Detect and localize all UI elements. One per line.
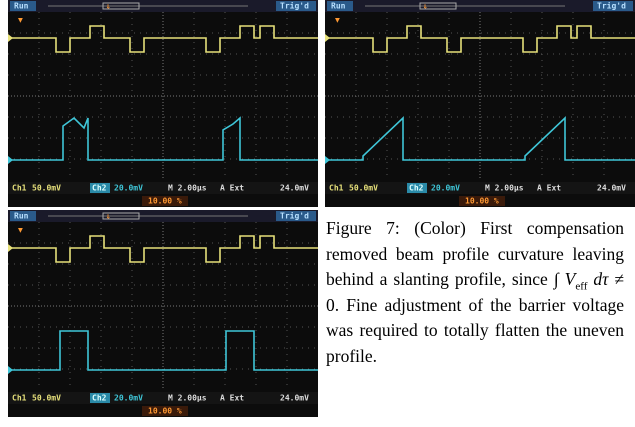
screen-background (325, 0, 635, 207)
ch1-label: Ch1 (12, 184, 27, 193)
status: Run (14, 2, 29, 11)
caption-math: ∫ (554, 269, 559, 289)
oscilloscope-capture: Run ⇓ Trig'd ▼ Ch1 50.0mV Ch2 20.0mV M 2.00µs A E… (8, 210, 318, 417)
ch2-scale: 20.0mV (114, 184, 143, 193)
caption-math: dτ (593, 269, 608, 289)
trigger-marker: ⇓ (106, 212, 111, 221)
timebase: M 2.00µs (168, 394, 207, 403)
page: Run ⇓ Trig'd ▼ Ch1 50.0mV Ch2 20.0mV M 2.00µs A E… (0, 0, 635, 427)
ch1-scale: 50.0mV (32, 184, 61, 193)
oscilloscope-capture: Run ⇓ Trig'd ▼ Ch1 50.0mV Ch2 20.0mV M 2.00µs A E… (8, 0, 318, 207)
ground-marker: ▼ (335, 16, 340, 25)
trigger-level: 24.0mV (280, 184, 309, 193)
ch2-label: Ch2 (92, 184, 107, 193)
ch1-label: Ch1 (12, 394, 27, 403)
screen-background (8, 210, 318, 417)
timebase: M 2.00µs (168, 184, 207, 193)
oscilloscope-capture: Run ⇓ Trig'd ▼ Ch1 50.0mV Ch2 20.0mV M 2.00µs A E… (325, 0, 635, 207)
trigger-state: Trig'd (597, 1, 626, 11)
trigger-source: A Ext (220, 184, 244, 193)
timebase: M 2.00µs (485, 184, 524, 193)
trigger-source: A Ext (220, 394, 244, 403)
ground-marker: ▼ (18, 226, 23, 235)
position: 10.00 % (148, 407, 182, 416)
status: Run (14, 212, 29, 221)
ch2-scale: 20.0mV (114, 394, 143, 403)
caption-text: Fine adjustment of the barrier voltage w… (326, 295, 624, 366)
status: Run (331, 2, 346, 11)
figure-caption: Figure 7: (Color) First compensation rem… (326, 216, 624, 369)
ch1-label: Ch1 (329, 184, 344, 193)
ground-marker: ▼ (18, 16, 23, 25)
ch2-label: Ch2 (92, 394, 107, 403)
position: 10.00 % (465, 197, 499, 206)
ch1-scale: 50.0mV (32, 394, 61, 403)
trigger-level: 24.0mV (280, 394, 309, 403)
ch2-scale: 20.0mV (431, 184, 460, 193)
ch1-scale: 50.0mV (349, 184, 378, 193)
caption-label: Figure 7: (326, 218, 400, 238)
trigger-source: A Ext (537, 184, 561, 193)
caption-math: eff (575, 281, 587, 293)
trigger-level: 24.0mV (597, 184, 626, 193)
trigger-marker: ⇓ (106, 2, 111, 11)
ch2-label: Ch2 (409, 184, 424, 193)
trigger-marker: ⇓ (423, 2, 428, 11)
trigger-state: Trig'd (280, 1, 309, 11)
caption-math: V (565, 269, 576, 289)
position: 10.00 % (148, 197, 182, 206)
screen-background (8, 0, 318, 207)
trigger-state: Trig'd (280, 211, 309, 221)
